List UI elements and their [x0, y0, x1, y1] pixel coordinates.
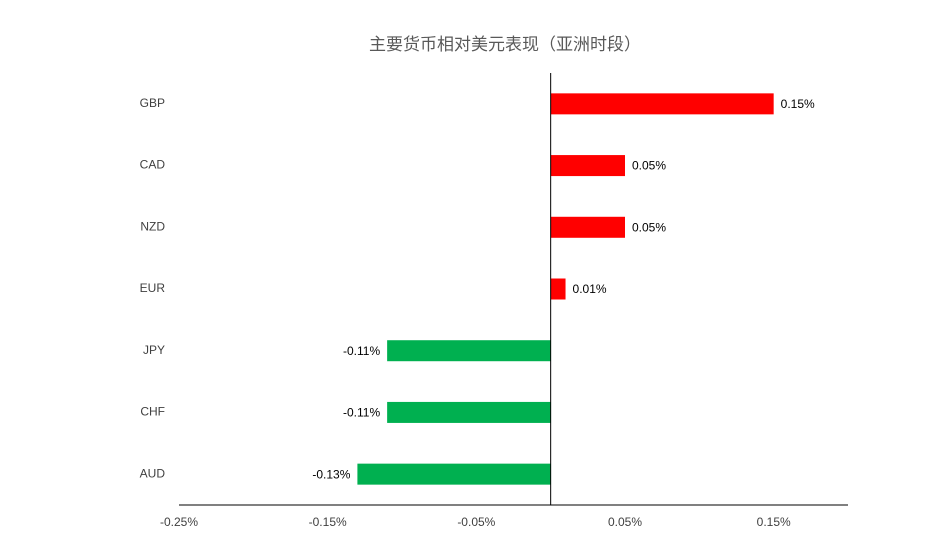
y-tick-label: JPY: [143, 343, 165, 357]
bar: [550, 216, 625, 238]
x-tick-label: 0.15%: [757, 515, 791, 529]
x-tick-label: -0.25%: [160, 515, 198, 529]
x-tick-label: -0.05%: [457, 515, 495, 529]
y-tick-label: EUR: [140, 281, 166, 295]
value-label: 0.05%: [632, 159, 666, 173]
value-label: 0.05%: [632, 220, 666, 234]
chart-title: 主要货币相对美元表现（亚洲时段）: [369, 35, 641, 55]
x-tick-label: 0.05%: [608, 515, 642, 529]
value-label: 0.01%: [573, 282, 607, 296]
bar: [387, 340, 551, 362]
y-tick-label: NZD: [140, 219, 165, 233]
value-label: -0.13%: [312, 467, 350, 481]
value-label: 0.15%: [781, 97, 815, 111]
bar: [550, 278, 566, 300]
bar: [387, 401, 551, 423]
bar: [357, 463, 551, 485]
y-tick-label: CAD: [140, 158, 166, 172]
x-tick-label: -0.15%: [309, 515, 347, 529]
value-label: -0.11%: [343, 344, 380, 358]
y-tick-label: GBP: [140, 96, 165, 110]
y-tick-label: CHF: [140, 405, 165, 419]
y-tick-label: AUD: [140, 466, 166, 480]
bar: [550, 155, 625, 177]
bar: [550, 93, 774, 115]
value-label: -0.11%: [343, 406, 380, 420]
